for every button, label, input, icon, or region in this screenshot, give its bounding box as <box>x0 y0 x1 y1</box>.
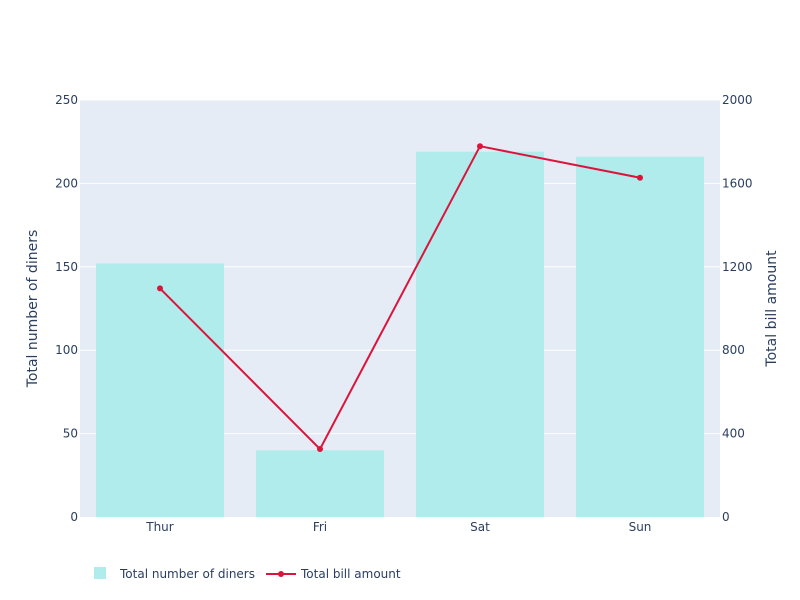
y-right-tick-label: 1600 <box>722 176 753 190</box>
y-left-tick-label: 250 <box>55 93 78 107</box>
y-left-tick-label: 50 <box>63 427 78 441</box>
x-tick-label: Thur <box>145 520 174 534</box>
bar <box>416 151 544 517</box>
line-point <box>637 174 643 181</box>
y-left-tick-label: 200 <box>55 176 78 190</box>
x-tick-label: Sat <box>470 520 490 534</box>
y-right-tick-label: 400 <box>722 427 745 441</box>
line-point <box>157 285 163 292</box>
line-path <box>159 145 641 451</box>
bar <box>576 156 704 517</box>
y-left-tick-label: 0 <box>70 510 78 524</box>
legend-line-label: Total bill amount <box>300 567 401 581</box>
y-left-axis-title: Total number of diners <box>25 230 41 389</box>
y-right-tick-label: 1200 <box>722 260 753 274</box>
y-right-tick-label: 0 <box>722 510 730 524</box>
y-left-tick-label: 150 <box>55 260 78 274</box>
line-point <box>477 143 483 150</box>
bar-series <box>96 151 704 517</box>
legend-bar-label: Total number of diners <box>119 567 255 581</box>
x-tick-label: Sun <box>629 520 652 534</box>
y-left-tick-labels: 0 50 100 150 200 250 <box>55 93 78 524</box>
x-tick-labels: Thur Fri Sat Sun <box>145 520 651 534</box>
y-right-tick-labels: 0 400 800 1200 1600 2000 <box>722 93 753 524</box>
y-right-tick-label: 800 <box>722 343 745 357</box>
legend: Total number of diners Total bill amount <box>94 567 401 581</box>
line-series <box>157 143 643 453</box>
line-point <box>317 446 323 453</box>
y-left-tick-label: 100 <box>55 343 78 357</box>
legend-line-marker <box>278 571 284 577</box>
y-right-axis-title: Total bill amount <box>764 250 780 368</box>
x-tick-label: Fri <box>313 520 327 534</box>
y-right-tick-label: 2000 <box>722 93 753 107</box>
legend-bar-swatch <box>94 567 106 579</box>
bar <box>256 450 384 517</box>
bar <box>96 263 224 517</box>
